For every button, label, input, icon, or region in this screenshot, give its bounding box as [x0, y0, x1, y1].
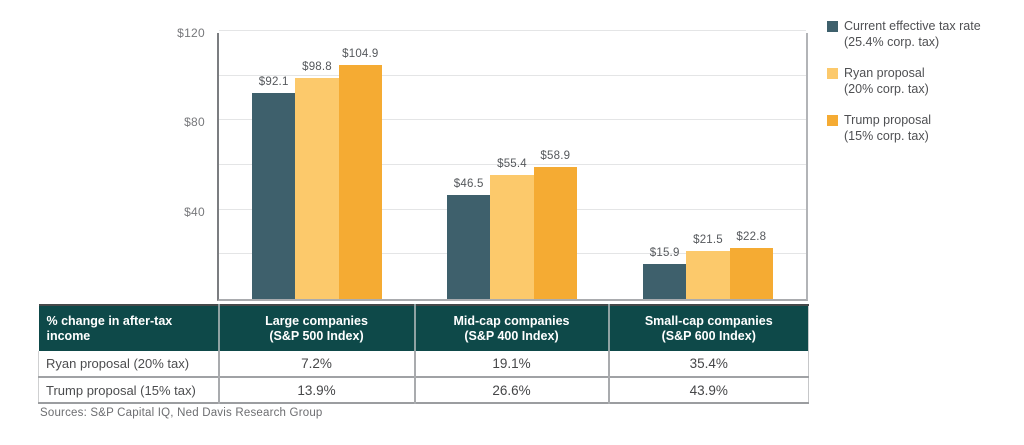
bar: $55.4 — [490, 158, 534, 299]
bar: $58.9 — [533, 150, 577, 299]
bar: $46.5 — [447, 178, 491, 299]
gridline — [219, 74, 806, 76]
y-axis: $40 $80 $120 — [0, 26, 211, 301]
gridline — [219, 164, 806, 165]
legend-swatch-icon — [827, 115, 838, 126]
bar: $92.1 — [252, 76, 296, 299]
chart-legend: Current effective tax rate (25.4% corp. t… — [827, 18, 981, 159]
bar-value-label: $98.8 — [302, 61, 332, 74]
gridline — [219, 119, 806, 121]
legend-swatch-icon — [827, 68, 838, 79]
table-cell: 43.9% — [607, 377, 809, 403]
table-header: % change in after-tax income Large compan… — [38, 305, 809, 351]
bar-value-label: $15.9 — [649, 246, 680, 259]
table-cell: 7.2% — [217, 351, 415, 377]
legend-label-line: (20% corp. tax) — [844, 82, 929, 96]
legend-swatch-icon — [827, 21, 838, 32]
table-header-cell: Small-cap companies (S&P 600 Index) — [607, 305, 809, 351]
table-cell: 19.1% — [413, 351, 609, 377]
table-header-cell: % change in after-tax income — [38, 305, 219, 351]
bar-group: $92.1 $98.8 $104.9 — [252, 48, 382, 299]
chart-plot-area: $92.1 $98.8 $104.9 $46.5 $55.4 $58.9 $15.9 $21.… — [217, 30, 808, 301]
table-cell: 35.4% — [607, 351, 809, 377]
bar-value-label: $22.8 — [736, 231, 767, 244]
legend-item: Ryan proposal (20% corp. tax) — [827, 65, 981, 97]
table-header-cell: Large companies (S&P 500 Index) — [217, 305, 415, 351]
bar: $104.9 — [338, 48, 382, 299]
y-axis-tick-label: $40 — [184, 204, 205, 219]
bar: $98.8 — [295, 61, 339, 299]
table-row: Ryan proposal (20% tax) 7.2% 19.1% 35.4% — [38, 351, 809, 377]
legend-label: Ryan proposal (20% corp. tax) — [844, 65, 929, 97]
bar-value-label: $58.9 — [540, 150, 571, 163]
bar-value-label: $55.4 — [497, 158, 527, 171]
legend-label-line: Ryan proposal — [844, 66, 925, 80]
table-header-cell: Mid-cap companies (S&P 400 Index) — [413, 305, 609, 351]
legend-label-line: (15% corp. tax) — [844, 129, 929, 143]
after-tax-income-table: % change in after-tax income Large compan… — [38, 304, 809, 404]
legend-item: Trump proposal (15% corp. tax) — [827, 112, 981, 144]
legend-item: Current effective tax rate (25.4% corp. t… — [827, 18, 981, 50]
table-row-label: Trump proposal (15% tax) — [38, 377, 219, 403]
bar-value-label: $104.9 — [342, 47, 379, 60]
legend-label: Trump proposal (15% corp. tax) — [844, 112, 931, 144]
bar-value-label: $92.1 — [258, 76, 289, 89]
table-cell: 26.6% — [413, 377, 609, 403]
y-axis-tick-label: $120 — [177, 26, 205, 40]
bar: $15.9 — [643, 247, 687, 299]
gridline — [219, 30, 806, 31]
legend-label: Current effective tax rate (25.4% corp. t… — [844, 18, 981, 50]
bar-value-label: $21.5 — [693, 233, 723, 246]
table-row: Trump proposal (15% tax) 13.9% 26.6% 43.9% — [38, 377, 809, 403]
bar: $22.8 — [729, 231, 773, 299]
sources-note: Sources: S&P Capital IQ, Ned Davis Resea… — [40, 407, 323, 419]
y-axis-tick-label: $80 — [184, 115, 205, 130]
table-row-label: Ryan proposal (20% tax) — [38, 351, 219, 377]
legend-label-line: (25.4% corp. tax) — [844, 35, 940, 49]
legend-label-line: Trump proposal — [844, 113, 932, 127]
bar: $21.5 — [686, 234, 730, 299]
bar-group: $46.5 $55.4 $58.9 — [447, 150, 577, 299]
table-cell: 13.9% — [217, 377, 415, 403]
bar-group: $15.9 $21.5 $22.8 — [643, 231, 773, 299]
legend-label-line: Current effective tax rate — [844, 19, 981, 33]
bar-value-label: $46.5 — [453, 178, 484, 191]
